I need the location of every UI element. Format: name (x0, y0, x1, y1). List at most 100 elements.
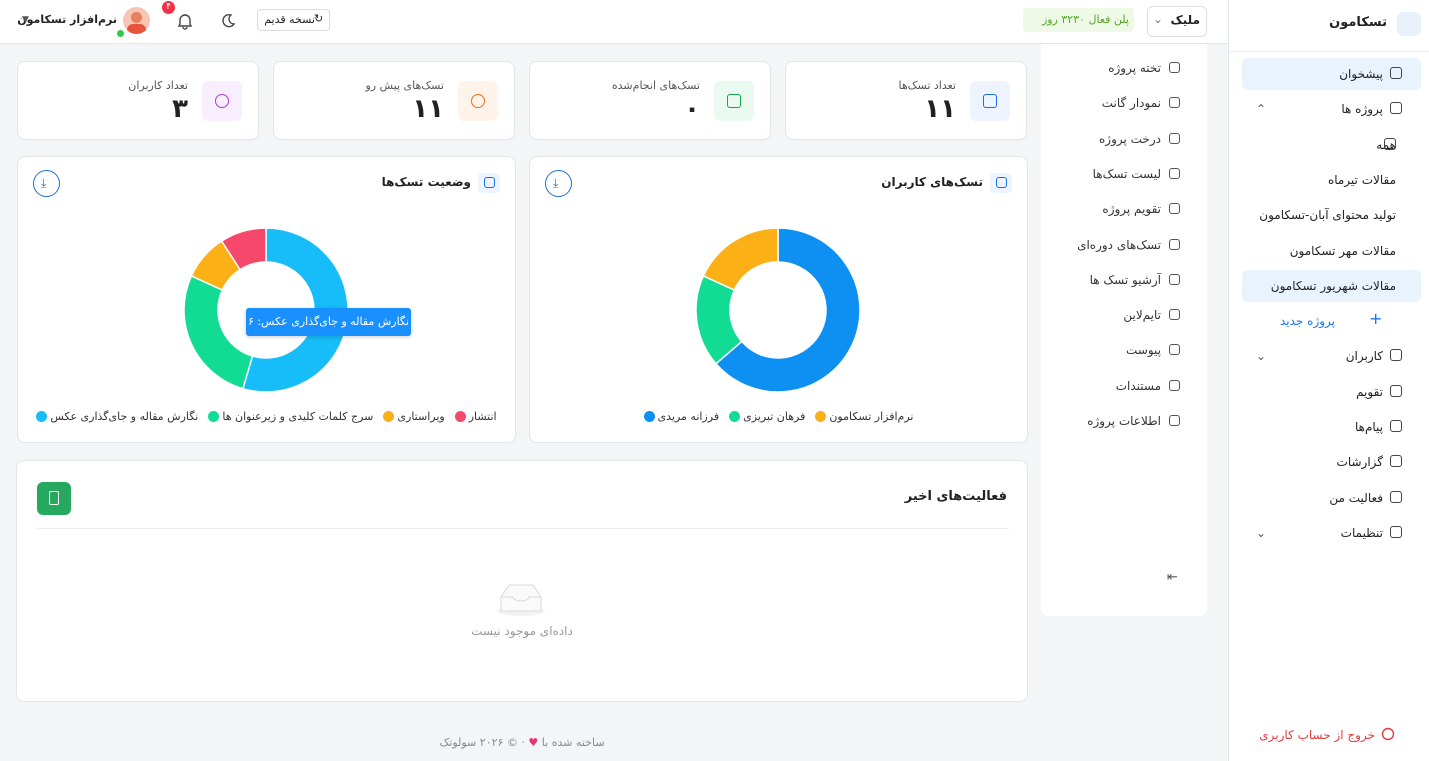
menu-icon (1390, 525, 1402, 538)
new-project[interactable]: پروژه جدید (1279, 314, 1335, 329)
legend-item[interactable]: نگارش مقاله و جای‌گذاری عکس (36, 410, 198, 423)
empty-text: داده‌ای موجود نیست (471, 624, 573, 638)
menu-item[interactable]: همه (1376, 137, 1396, 152)
legend-label: نگارش مقاله و جای‌گذاری عکس (50, 410, 199, 423)
chevron: ⌃ (1256, 102, 1267, 117)
export-excel[interactable] (37, 482, 71, 515)
brand-logo (1397, 12, 1421, 36)
menu-icon (1169, 238, 1180, 250)
old-version-button[interactable] (257, 9, 330, 31)
menu-icon (1169, 203, 1180, 215)
stat-icon (970, 81, 1010, 121)
project-menu-item[interactable]: پیوست (1126, 343, 1161, 358)
menu-icon (1169, 344, 1180, 356)
theme-toggle[interactable] (220, 12, 236, 28)
stat-value: ۱۱ (412, 94, 444, 124)
download-button[interactable]: ⤓ (33, 170, 60, 197)
menu-icon (1169, 415, 1180, 426)
chevron: ⌄ (1256, 349, 1267, 364)
legend-item[interactable]: نرم‌افزار تسکامون (815, 410, 913, 423)
menu-item[interactable]: مقالات تیرماه (1327, 172, 1396, 187)
menu-icon (1169, 379, 1180, 391)
menu-item[interactable]: تقویم (1356, 384, 1383, 399)
legend-item[interactable]: فرزانه مریدی (643, 410, 719, 423)
legend-swatch (208, 411, 220, 422)
activity-divider (37, 528, 1009, 529)
stat-icon (714, 81, 754, 121)
donut-chart (183, 227, 349, 393)
logout[interactable]: خروج از حساب کاربری (1259, 728, 1375, 742)
stat-card: تسک‌های پیش رو ۱۱ (273, 61, 515, 140)
menu-item[interactable]: گزارشات (1336, 455, 1383, 470)
project-menu-item[interactable]: درخت پروژه (1099, 131, 1161, 146)
project-menu-item[interactable]: تایم‌لاین (1123, 308, 1161, 323)
menu-item[interactable]: تولید محتوای آبان-تسکامون (1259, 208, 1396, 223)
collapse-icon[interactable]: ⇤ (1167, 570, 1178, 585)
plus-icon: + (1369, 309, 1383, 329)
project-menu-item[interactable]: لیست تسک‌ها (1092, 166, 1161, 181)
logout-icon (1381, 727, 1395, 741)
project-menu-item[interactable]: تقویم پروژه (1102, 202, 1161, 217)
activity-card: فعالیت‌های اخیر داده‌ای موجود نیست (16, 460, 1028, 702)
donut-segment (241, 227, 349, 393)
legend-swatch (36, 411, 48, 422)
project-menu-item[interactable]: مستندات (1115, 378, 1161, 393)
menu-item[interactable]: مقالات شهریور تسکامون (1270, 278, 1396, 293)
download-button[interactable]: ⤓ (545, 170, 572, 197)
legend-item[interactable]: انتشار (454, 410, 497, 423)
menu-icon (1390, 490, 1402, 503)
menu-item[interactable]: پروژه ها (1341, 102, 1383, 117)
sidebar (1228, 0, 1429, 761)
menu-highlight (1242, 58, 1421, 90)
project-menu-item[interactable]: آرشیو تسک ها (1089, 272, 1161, 287)
menu-item[interactable]: فعالیت من (1329, 490, 1383, 505)
legend-label: فرهان تبریزی (743, 410, 806, 423)
menu-icon (1169, 97, 1180, 109)
chart-title: تسک‌های کاربران (881, 175, 983, 189)
plan: پلن فعال ۳۲۳۰ روز (1041, 13, 1129, 26)
menu-icon (1390, 349, 1402, 362)
menu-item[interactable]: تنظیمات (1340, 525, 1383, 540)
donut-segment (183, 274, 254, 390)
menu-item[interactable]: پیشخوان (1339, 67, 1383, 81)
download-icon: ⤓ (553, 176, 559, 190)
legend-swatch (729, 411, 741, 422)
chart-card: وضعیت تسک‌ها ⤓ نگارش مقاله و جای‌گذاری عکس… (17, 156, 516, 443)
chart-icon-glyph (484, 177, 495, 188)
project-menu-item[interactable]: اطلاعات پروژه (1087, 414, 1161, 428)
notification-count: ۴ (166, 2, 171, 12)
sidebar-divider (1228, 51, 1429, 52)
online-dot (117, 30, 124, 37)
old-version: نسخه قدیم (264, 13, 315, 26)
menu-icon (1390, 420, 1402, 432)
project-menu-item[interactable]: تسک‌های دوره‌ای (1077, 237, 1161, 252)
legend-swatch (643, 411, 655, 422)
chart-card: تسک‌های کاربران ⤓ فرزانه مریدی فرهان تبریزی… (529, 156, 1028, 443)
menu-icon (1169, 167, 1180, 179)
footer-text: · © ۲۰۲۶ سولوتک (439, 736, 525, 749)
legend-item[interactable]: فرهان تبریزی (729, 410, 805, 423)
stat-label: تعداد تسک‌ها (898, 79, 956, 92)
donut-segment (702, 227, 779, 292)
project-menu-item[interactable]: تخته پروژه (1108, 61, 1161, 75)
legend-item[interactable]: سرج کلمات کلیدی و زیرعنوان ها (208, 410, 373, 423)
legend: فرزانه مریدی فرهان تبریزی نرم‌افزار تسکامو… (530, 410, 1027, 423)
notifications-button[interactable] (177, 12, 193, 30)
menu-icon (1390, 384, 1402, 397)
chevron: ⌄ (1153, 12, 1164, 26)
stat-icon-glyph (215, 94, 229, 108)
donut-segment (220, 227, 267, 271)
menu-icon (1384, 137, 1396, 150)
menu-icon (1390, 102, 1402, 115)
avatar[interactable] (123, 7, 150, 34)
legend: نگارش مقاله و جای‌گذاری عکس سرج کلمات کلی… (18, 410, 515, 423)
workspace-select[interactable] (1147, 6, 1207, 37)
menu-item[interactable]: کاربران (1345, 349, 1383, 364)
menu-item[interactable]: مقالات مهر تسکامون (1289, 243, 1396, 258)
project-menu-item[interactable]: نمودار گانت (1101, 96, 1161, 111)
chart-title: وضعیت تسک‌ها (381, 175, 471, 189)
stat-value: ۰ (684, 94, 700, 124)
stat-icon-glyph (471, 94, 485, 108)
menu-item[interactable]: پیام‌ها (1354, 420, 1383, 434)
legend-item[interactable]: ویراستاری (383, 410, 445, 423)
